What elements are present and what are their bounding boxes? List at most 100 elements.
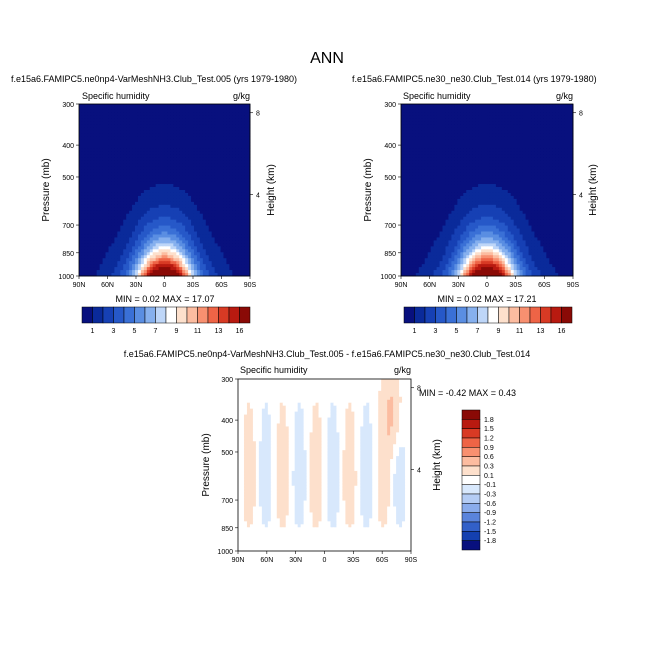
colorbar-box bbox=[239, 306, 251, 324]
contour-cell bbox=[478, 106, 482, 111]
contour-cell bbox=[205, 157, 210, 161]
contour-cell bbox=[120, 273, 124, 277]
contour-cell bbox=[93, 112, 98, 117]
contour-cell bbox=[173, 225, 177, 229]
contour-cell bbox=[478, 112, 482, 117]
contour-cell bbox=[132, 210, 136, 215]
contour-cell bbox=[235, 219, 239, 224]
contour-cell bbox=[401, 118, 405, 123]
contour-cell bbox=[158, 246, 162, 250]
contour-cell bbox=[193, 243, 198, 247]
contour-cell bbox=[81, 127, 86, 132]
contour-cell bbox=[132, 198, 136, 203]
contour-cell bbox=[510, 166, 515, 170]
contour-cell bbox=[469, 124, 473, 129]
contour-cell bbox=[247, 210, 251, 215]
contour-cell bbox=[173, 172, 177, 176]
contour-cell bbox=[241, 121, 245, 126]
contour-cell bbox=[235, 142, 239, 146]
contour-cell bbox=[193, 148, 198, 152]
contour-cell bbox=[567, 118, 571, 123]
contour-cell bbox=[117, 127, 121, 132]
contour-cell bbox=[170, 207, 174, 212]
contour-cell bbox=[487, 142, 491, 146]
contour-cell bbox=[188, 219, 192, 224]
contour-cell bbox=[205, 154, 210, 158]
contour-cell bbox=[552, 112, 556, 117]
contour-cell bbox=[208, 148, 213, 152]
contour-cell bbox=[135, 127, 139, 132]
contour-cell bbox=[126, 243, 130, 247]
contour-cell bbox=[81, 246, 86, 250]
contour-cell bbox=[403, 157, 408, 161]
contour-cell bbox=[90, 204, 95, 209]
contour-cell bbox=[223, 109, 227, 114]
contour-cell bbox=[448, 166, 452, 170]
contour-cell bbox=[149, 175, 154, 179]
contour-cell bbox=[81, 106, 86, 111]
contour-cell bbox=[114, 184, 118, 188]
contour-cell bbox=[158, 237, 162, 241]
contour-cell bbox=[223, 201, 227, 206]
contour-cell bbox=[173, 222, 177, 226]
contour-cell bbox=[439, 104, 443, 108]
contour-cell bbox=[117, 246, 121, 250]
contour-cell bbox=[135, 104, 139, 108]
contour-cell bbox=[135, 270, 139, 274]
contour-cell bbox=[537, 112, 541, 117]
contour-cell bbox=[552, 154, 556, 158]
contour-cell bbox=[173, 201, 177, 206]
contour-cell bbox=[220, 181, 224, 185]
contour-cell bbox=[170, 255, 174, 259]
contour-cell bbox=[214, 234, 218, 238]
contour-cell bbox=[244, 160, 248, 164]
contour-cell bbox=[531, 104, 535, 108]
contour-cell bbox=[238, 130, 242, 135]
contour-cell bbox=[421, 169, 426, 173]
contour-cell bbox=[155, 261, 160, 265]
contour-cell bbox=[176, 204, 180, 209]
contour-cell bbox=[424, 130, 429, 135]
contour-cell bbox=[214, 219, 218, 224]
contour-cell bbox=[460, 118, 464, 123]
contour-cell bbox=[96, 184, 101, 188]
contour-cell bbox=[182, 139, 186, 143]
contour-cell bbox=[481, 124, 485, 129]
contour-cell bbox=[179, 228, 183, 232]
contour-cell bbox=[247, 175, 251, 179]
contour-cell bbox=[149, 154, 154, 158]
contour-cell bbox=[205, 255, 210, 259]
contour-cell bbox=[99, 184, 103, 188]
contour-cell bbox=[415, 112, 420, 117]
contour-cell bbox=[211, 145, 216, 149]
contour-cell bbox=[120, 258, 124, 262]
contour-cell bbox=[211, 225, 216, 229]
contour-cell bbox=[445, 124, 449, 129]
contour-cell bbox=[117, 142, 121, 146]
contour-cell bbox=[96, 104, 101, 108]
contour-cell bbox=[196, 234, 201, 238]
contour-cell bbox=[182, 106, 186, 111]
contour-cell bbox=[235, 181, 239, 185]
contour-cell bbox=[155, 264, 160, 268]
contour-cell bbox=[409, 163, 414, 167]
colorbar-box bbox=[165, 306, 177, 324]
y-tick-label: 1000 bbox=[58, 274, 74, 281]
contour-cell bbox=[238, 115, 242, 120]
contour-cell bbox=[199, 115, 204, 120]
contour-cell bbox=[513, 130, 518, 135]
contour-cell bbox=[540, 145, 544, 149]
contour-cell bbox=[176, 118, 180, 123]
contour-cell bbox=[238, 258, 242, 262]
contour-cell bbox=[81, 160, 86, 164]
contour-cell bbox=[96, 225, 101, 229]
contour-cell bbox=[158, 133, 162, 138]
contour-cell bbox=[117, 160, 121, 164]
contour-cell bbox=[79, 130, 83, 135]
contour-cell bbox=[561, 154, 565, 158]
contour-cell bbox=[87, 112, 92, 117]
contour-cell bbox=[244, 136, 248, 140]
contour-cell bbox=[179, 145, 183, 149]
contour-cell bbox=[99, 243, 103, 247]
contour-cell bbox=[135, 121, 139, 126]
